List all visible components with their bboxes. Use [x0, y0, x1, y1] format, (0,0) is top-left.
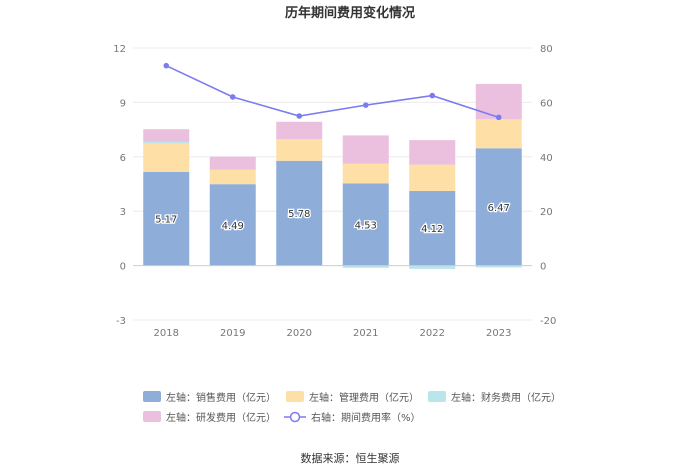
bar-segment: [276, 160, 323, 266]
legend-label: 左轴：销售费用（亿元）: [166, 391, 276, 404]
legend-swatch: [286, 391, 304, 402]
right-tick-label: 80: [540, 44, 553, 55]
left-tick-label: 0: [120, 262, 126, 273]
right-tick-label: -20: [540, 316, 556, 327]
bar-segment: [143, 143, 190, 172]
legend-swatch: [143, 391, 161, 402]
chart-title: 历年期间费用变化情况: [285, 5, 415, 21]
bar-segment: [342, 163, 389, 184]
expense-rate-point: [163, 62, 170, 69]
expense-rate-point: [495, 114, 502, 121]
bar-segment: [143, 171, 190, 266]
bar-value-label: 4.53: [355, 221, 377, 232]
bar-segment: [276, 121, 323, 140]
bar-segment: [209, 184, 256, 266]
right-tick-label: 60: [540, 98, 553, 109]
x-tick-label: 2021: [353, 328, 378, 339]
legend-label: 左轴：管理费用（亿元）: [309, 391, 419, 404]
x-tick-label: 2018: [154, 328, 179, 339]
bar-segment: [276, 139, 323, 161]
legend-line-marker: [289, 411, 301, 423]
bar-segment: [475, 119, 522, 149]
bar-segment: [475, 265, 522, 268]
x-tick-label: 2023: [486, 328, 511, 339]
legend-label: 左轴：研发费用（亿元）: [166, 411, 276, 424]
expense-rate-point: [362, 102, 369, 108]
right-tick-label: 20: [540, 207, 553, 218]
bar-segment: [143, 141, 190, 144]
bar-segment: [209, 169, 256, 185]
bar-value-label: 4.49: [222, 221, 244, 232]
bar-segment: [342, 265, 389, 268]
left-tick-label: -3: [116, 316, 126, 327]
expense-rate-point: [429, 92, 436, 99]
bar-segment: [209, 156, 256, 170]
right-tick-label: 40: [540, 153, 553, 164]
legend-swatch: [428, 391, 446, 402]
bar-segment: [342, 183, 389, 266]
bar-segment: [475, 83, 522, 120]
left-tick-label: 6: [120, 153, 126, 164]
left-tick-label: 9: [120, 98, 126, 109]
bar-value-label: 6.47: [488, 203, 510, 214]
legend-swatch: [143, 411, 161, 422]
left-tick-label: 3: [120, 207, 126, 218]
expense-rate-point: [296, 113, 303, 119]
bar-segment: [342, 135, 389, 164]
bar-value-label: 4.12: [421, 224, 443, 235]
bar-segment: [475, 148, 522, 266]
bar-value-label: 5.78: [288, 209, 310, 220]
right-tick-label: 0: [540, 262, 546, 273]
chart-source: 数据来源：恒生聚源: [301, 451, 400, 465]
bar-segment: [409, 164, 456, 191]
expense-rate-point: [229, 94, 236, 100]
bar-segment: [409, 190, 456, 266]
x-tick-label: 2022: [420, 328, 445, 339]
bar-value-label: 5.17: [155, 215, 177, 226]
legend-label: 左轴：财务费用（亿元）: [451, 391, 561, 404]
bar-segment: [409, 140, 456, 165]
x-tick-label: 2020: [287, 328, 312, 339]
x-tick-label: 2019: [220, 328, 245, 339]
expense-rate-line: [165, 64, 499, 119]
left-tick-label: 12: [113, 44, 126, 55]
bar-segment: [409, 265, 456, 269]
bar-segment: [143, 129, 190, 142]
legend-label: 右轴：期间费用率（%）: [311, 411, 421, 424]
